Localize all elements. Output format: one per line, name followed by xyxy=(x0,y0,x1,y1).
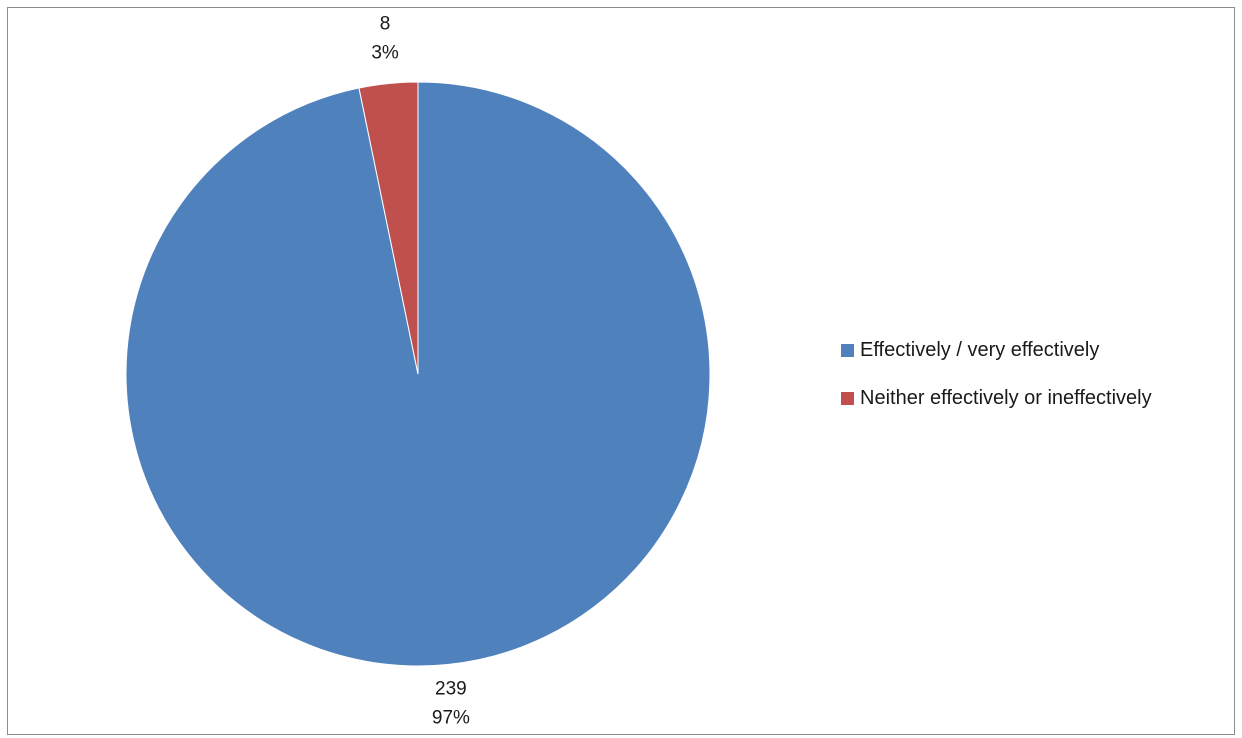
legend-swatch-effectively xyxy=(841,343,854,357)
legend-item-neither: Neither effectively or ineffectively xyxy=(841,385,1152,411)
data-label-value-1: 8 xyxy=(380,14,391,35)
legend-item-effectively: Effectively / very effectively xyxy=(841,337,1152,363)
legend-swatch-neither xyxy=(841,391,854,405)
data-label-1: 83% xyxy=(371,14,399,64)
data-label-value-0: 239 xyxy=(435,678,467,699)
legend-label-effectively: Effectively / very effectively xyxy=(860,338,1100,361)
pie-slice-1 xyxy=(358,81,419,375)
legend: Effectively / very effectively Neither e… xyxy=(841,337,1152,433)
legend-label-neither: Neither effectively or ineffectively xyxy=(860,386,1152,409)
data-label-percent-1: 3% xyxy=(371,43,399,64)
data-label-percent-0: 97% xyxy=(432,707,470,728)
